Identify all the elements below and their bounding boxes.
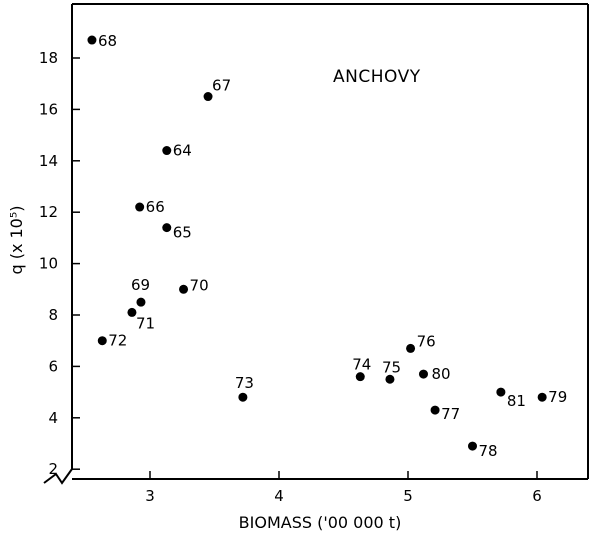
data-point-68 — [87, 35, 97, 45]
data-point-76 — [406, 343, 416, 353]
data-points: 68 67 64 66 65 70 69 71 72 73 74 75 76 80 77 78 81 79 — [87, 32, 567, 460]
data-point-66 — [135, 202, 145, 212]
point-label-74: 74 — [352, 356, 371, 374]
y-tick-label: 2 — [48, 460, 58, 478]
point-label-64: 64 — [173, 142, 192, 160]
data-point-79 — [537, 392, 547, 402]
x-tick-label: 5 — [403, 487, 413, 505]
data-point-70 — [179, 284, 189, 294]
y-axis-title: q (x 10⁵) — [7, 205, 26, 274]
data-point-80 — [418, 369, 428, 379]
point-label-78: 78 — [479, 442, 498, 460]
point-label-75: 75 — [382, 358, 401, 376]
point-label-68: 68 — [98, 32, 117, 50]
ticks: 3 4 5 6 2 4 6 8 10 12 14 16 18 — [39, 49, 542, 505]
chart-title: ANCHOVY — [333, 67, 421, 87]
point-label-69: 69 — [131, 276, 150, 294]
point-label-77: 77 — [441, 405, 460, 423]
x-tick-label: 4 — [274, 487, 284, 505]
data-point-78 — [468, 441, 477, 451]
axis-break-mark — [43, 468, 73, 485]
point-label-71: 71 — [136, 314, 155, 332]
point-label-65: 65 — [173, 224, 192, 242]
point-label-72: 72 — [108, 332, 127, 350]
data-point-77 — [430, 405, 440, 415]
y-tick-label: 12 — [39, 203, 58, 221]
x-tick-label: 6 — [532, 487, 542, 505]
y-tick-label: 18 — [39, 49, 58, 67]
point-label-67: 67 — [212, 77, 231, 95]
data-point-65 — [162, 223, 172, 233]
point-label-70: 70 — [190, 276, 209, 294]
data-point-67 — [203, 92, 213, 102]
data-point-69 — [136, 297, 146, 307]
y-tick-label: 16 — [39, 100, 58, 118]
point-label-80: 80 — [431, 365, 450, 383]
data-point-73 — [238, 392, 248, 402]
data-point-72 — [97, 336, 107, 346]
x-axis-title: BIOMASS ('00 000 t) — [239, 513, 402, 532]
y-tick-label: 4 — [48, 409, 58, 427]
y-tick-label: 14 — [39, 152, 58, 170]
y-tick-label: 10 — [39, 255, 58, 273]
point-label-81: 81 — [507, 392, 526, 410]
point-label-66: 66 — [146, 198, 165, 216]
data-point-81 — [496, 387, 506, 397]
y-tick-label: 6 — [48, 357, 58, 375]
data-point-75 — [385, 374, 395, 384]
point-label-73: 73 — [235, 374, 254, 392]
point-label-76: 76 — [417, 332, 436, 350]
x-tick-label: 3 — [145, 487, 155, 505]
point-label-79: 79 — [548, 388, 567, 406]
y-tick-label: 8 — [48, 306, 58, 324]
data-point-71 — [127, 307, 137, 317]
axes — [43, 3, 589, 485]
data-point-64 — [162, 146, 172, 156]
data-point-74 — [355, 372, 365, 382]
